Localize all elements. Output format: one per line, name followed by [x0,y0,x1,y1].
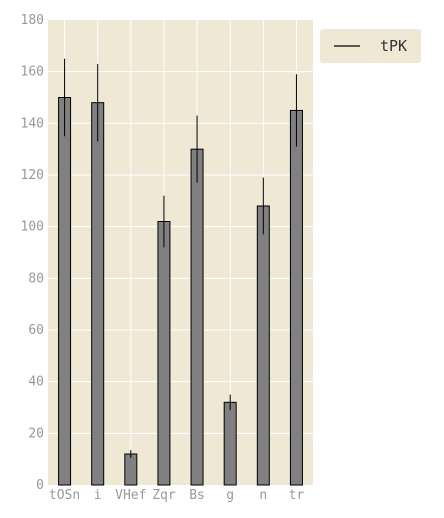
bar [289,109,303,486]
x-tick-label: i [94,488,102,503]
bar [124,453,138,486]
y-tick-label: 60 [28,323,44,338]
y-tick-label: 100 [21,220,44,235]
x-tick-label: tr [289,488,305,503]
y-tick-label: 120 [21,168,44,183]
bars [58,58,303,486]
bar [223,401,237,486]
y-axis-ticks: 0 20 40 60 80 100 120 140 160 180 [21,13,44,493]
x-tick-label: VHef [115,488,146,503]
x-tick-label: n [259,488,267,503]
y-tick-label: 140 [21,116,44,131]
bar [91,102,105,486]
x-tick-label: g [226,488,234,503]
y-tick-label: 20 [28,426,44,441]
x-axis-ticks: tOSn i VHef Zqr Bs g n tr [49,488,305,503]
y-tick-label: 0 [36,478,44,493]
bar [58,97,72,486]
legend-label: tPK [380,37,407,55]
bar [157,221,171,486]
y-tick-label: 40 [28,375,44,390]
y-tick-label: 160 [21,65,44,80]
x-tick-label: Bs [189,488,205,503]
y-tick-label: 80 [28,271,44,286]
bar [190,148,204,486]
plot-area [48,20,313,485]
x-tick-label: tOSn [49,488,80,503]
y-tick-label: 180 [21,13,44,28]
legend-box [320,29,421,63]
legend: tPK [320,29,421,63]
bar [256,205,270,486]
x-tick-label: Zqr [152,488,176,503]
